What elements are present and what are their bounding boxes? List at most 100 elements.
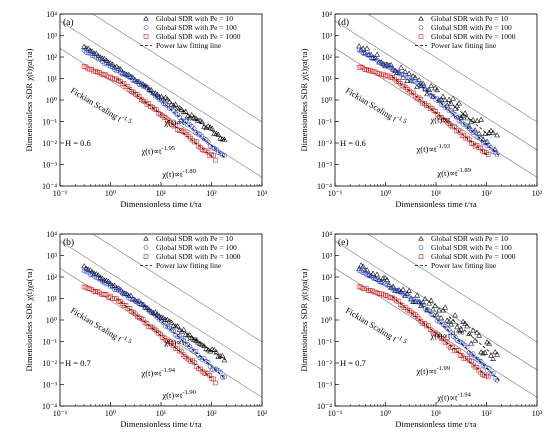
data-point xyxy=(95,56,101,62)
fit-annotation-pe1000: χ(t)∝t-1.93 xyxy=(416,143,450,154)
fit-annotation-pe100: χ(t)∝t-1.89 xyxy=(436,167,470,178)
series-pe-1000 xyxy=(356,64,491,157)
data-point xyxy=(123,290,130,296)
data-point xyxy=(404,75,410,81)
legend-label: Power law fitting line xyxy=(156,41,222,50)
data-point xyxy=(482,349,488,355)
data-point xyxy=(211,346,218,352)
y-tick-label: 10⁻³ xyxy=(317,381,332,390)
y-tick-label: 10⁻¹ xyxy=(42,118,57,127)
data-point xyxy=(428,82,434,89)
fickian-line xyxy=(60,20,262,151)
fit-annotation-pe100: χ(t)∝t-1.94 xyxy=(436,392,471,403)
data-point xyxy=(474,117,480,123)
data-point xyxy=(108,284,113,290)
x-axis-label: Dimensionless time t/τa xyxy=(120,419,202,429)
data-point xyxy=(468,340,474,346)
data-point xyxy=(442,304,448,310)
data-point xyxy=(470,351,476,357)
x-tick-label: 10⁻¹ xyxy=(53,409,68,418)
data-point xyxy=(374,51,380,57)
data-point xyxy=(478,116,484,122)
data-point xyxy=(191,349,197,354)
data-point xyxy=(184,113,191,119)
data-point xyxy=(386,64,392,70)
data-point xyxy=(490,371,496,376)
fit-annotation-pe10: χ(t)∝t-1.68 xyxy=(429,330,463,341)
y-tick-label: 10³ xyxy=(322,252,333,261)
data-point xyxy=(474,329,480,335)
fickian-line xyxy=(367,14,537,123)
y-tick-label: 10⁴ xyxy=(46,230,57,239)
fickian-annotation: Fickian Scaling t-1.5 xyxy=(69,84,133,128)
data-point xyxy=(398,64,404,70)
data-point xyxy=(422,295,428,301)
data-point xyxy=(360,50,366,56)
data-point xyxy=(476,332,482,338)
x-tick-label: 10⁰ xyxy=(105,409,116,418)
data-point xyxy=(434,87,440,93)
data-point xyxy=(486,340,492,346)
data-point xyxy=(215,353,222,359)
data-point xyxy=(432,85,438,91)
legend-label: Global SDR with Pe = 100 xyxy=(431,243,512,252)
y-tick-label: 10² xyxy=(322,53,333,62)
data-point xyxy=(207,124,214,130)
data-point xyxy=(424,91,430,97)
x-tick-label: 10² xyxy=(481,189,492,198)
data-point xyxy=(492,349,498,355)
data-point xyxy=(130,74,136,80)
data-point xyxy=(201,342,207,348)
data-point xyxy=(374,271,380,277)
data-point xyxy=(126,74,132,80)
legend-marker xyxy=(418,15,424,21)
data-point xyxy=(384,276,390,282)
fitting-line xyxy=(173,324,226,361)
y-tick-label: 10⁰ xyxy=(321,316,332,325)
data-point xyxy=(183,341,189,347)
data-point xyxy=(410,297,416,302)
data-point xyxy=(456,100,462,106)
parameter-label: H = 0.6 xyxy=(65,138,91,148)
data-point xyxy=(452,312,458,318)
y-tick-label: 10⁴ xyxy=(321,230,332,239)
data-point xyxy=(167,105,172,111)
data-point xyxy=(85,45,92,51)
legend-marker xyxy=(143,245,149,250)
data-point xyxy=(480,350,486,356)
data-point xyxy=(213,380,218,386)
series-pe-10 xyxy=(81,263,228,363)
fickian-line xyxy=(60,240,262,371)
legend-marker xyxy=(418,245,424,250)
data-point xyxy=(122,291,128,297)
data-point xyxy=(185,122,191,128)
data-point xyxy=(494,152,500,158)
data-point xyxy=(490,355,496,361)
data-point xyxy=(440,93,446,99)
y-tick-label: 10⁻³ xyxy=(317,161,332,170)
series-pe-1000 xyxy=(356,284,491,380)
data-point xyxy=(485,374,491,380)
x-tick-label: 10¹ xyxy=(156,189,167,198)
y-tick-label: 10¹ xyxy=(322,295,333,304)
data-point xyxy=(104,280,109,286)
y-tick-label: 10⁻² xyxy=(42,359,57,368)
data-point xyxy=(102,61,107,66)
y-tick-label: 10² xyxy=(47,273,58,282)
data-point xyxy=(442,97,448,103)
y-tick-label: 10¹ xyxy=(322,75,333,84)
data-point xyxy=(81,268,87,274)
legend-label: Global SDR with Pe = 100 xyxy=(156,23,237,32)
fickian-annotation: Fickian Scaling t-1.5 xyxy=(344,304,408,348)
x-tick-label: 10⁰ xyxy=(380,409,391,418)
data-point xyxy=(478,359,484,364)
data-point xyxy=(406,287,412,293)
data-point xyxy=(460,121,466,127)
data-point xyxy=(455,348,461,354)
data-point xyxy=(164,316,171,322)
fit-annotation-pe100: χ(t)∝t-1.89 xyxy=(161,168,195,179)
data-point xyxy=(205,347,211,353)
data-point xyxy=(111,64,118,70)
